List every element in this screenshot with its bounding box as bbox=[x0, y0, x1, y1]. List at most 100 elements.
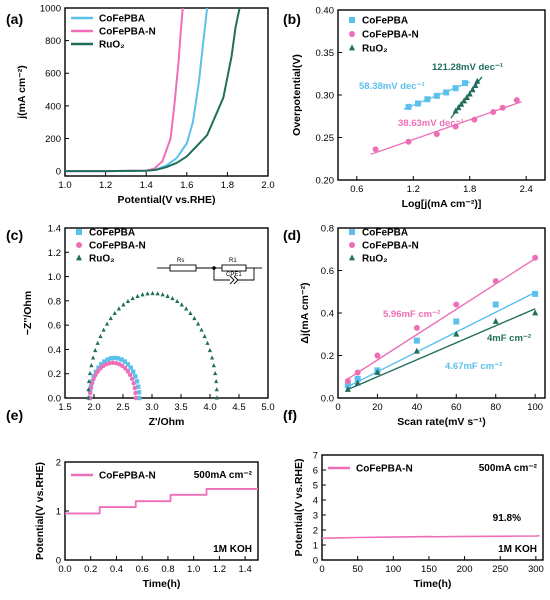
legend-marker bbox=[349, 17, 355, 23]
x-tick-label: 0.0 bbox=[58, 564, 71, 575]
data-point bbox=[131, 381, 136, 386]
data-point bbox=[135, 293, 140, 298]
data-point bbox=[136, 384, 141, 389]
y-tick-label: 0.20 bbox=[316, 176, 335, 187]
x-tick-label: 3.5 bbox=[174, 402, 187, 413]
x-tick-label: 1.8 bbox=[463, 184, 476, 195]
data-point bbox=[89, 363, 94, 368]
data-point bbox=[205, 340, 210, 345]
data-point bbox=[443, 89, 450, 96]
data-point bbox=[112, 310, 117, 316]
data-point bbox=[87, 390, 93, 396]
data-point bbox=[136, 390, 142, 395]
data-point bbox=[453, 301, 460, 308]
plot-frame bbox=[321, 454, 544, 561]
data-point bbox=[354, 375, 361, 382]
data-point bbox=[433, 92, 440, 99]
data-point bbox=[214, 387, 219, 392]
legend-entry: CoFePBA-N bbox=[99, 27, 156, 38]
x-tick-label: 1.6 bbox=[180, 180, 193, 191]
x-tick-label: 0 bbox=[335, 402, 340, 413]
y-tick-label: 0.40 bbox=[316, 6, 335, 17]
panel-f: 0 50 100 150 200 250 300 0 1 2 3 4 5 6 7 Time(h) Potenti… bbox=[293, 451, 544, 591]
data-point bbox=[121, 302, 126, 307]
data-point bbox=[344, 385, 351, 392]
circuit-label-rs: Rs bbox=[177, 258, 184, 264]
data-point bbox=[466, 90, 473, 97]
data-point bbox=[145, 291, 150, 296]
x-axis-title: Time(h) bbox=[414, 578, 452, 590]
data-point bbox=[463, 93, 470, 100]
data-point bbox=[155, 291, 160, 296]
x-tick-label: 1.0 bbox=[58, 180, 71, 191]
data-point bbox=[95, 340, 100, 345]
data-point bbox=[413, 324, 420, 331]
x-tick-label: 60 bbox=[451, 402, 462, 413]
y-tick-label: 0 bbox=[313, 556, 318, 567]
data-point bbox=[413, 337, 420, 344]
legend-entry: RuO₂ bbox=[362, 254, 388, 265]
y-tick-label: 400 bbox=[45, 101, 61, 112]
data-point bbox=[513, 97, 520, 104]
x-tick-label: 2.0 bbox=[87, 402, 100, 413]
data-point bbox=[490, 109, 497, 115]
x-tick-label: 2.5 bbox=[116, 402, 129, 413]
data-point bbox=[499, 104, 506, 111]
legend-marker bbox=[76, 254, 82, 261]
panel-letter-a: (a) bbox=[6, 11, 23, 27]
legend-marker bbox=[349, 242, 355, 248]
data-point bbox=[214, 395, 220, 400]
current-density-label: 500mA cm⁻² bbox=[194, 470, 253, 481]
x-tick-label: 1.0 bbox=[187, 564, 200, 575]
x-tick-label: 1.4 bbox=[239, 564, 252, 575]
x-tick-label: 300 bbox=[528, 564, 544, 575]
data-point bbox=[179, 302, 184, 307]
x-tick-label: 0 bbox=[319, 564, 324, 575]
data-point bbox=[101, 327, 106, 332]
y-tick-label: 0.6 bbox=[48, 321, 61, 332]
x-tick-label: 80 bbox=[490, 402, 501, 413]
data-point bbox=[133, 390, 138, 396]
data-point bbox=[137, 395, 142, 401]
data-point bbox=[119, 357, 124, 362]
data-point bbox=[344, 382, 351, 389]
y-tick-label: 4 bbox=[313, 496, 318, 507]
data-point bbox=[461, 97, 468, 104]
series-group bbox=[65, 8, 241, 173]
data-point bbox=[414, 100, 421, 107]
x-tick-label: 50 bbox=[352, 564, 363, 575]
y-tick-label: 0.0 bbox=[48, 394, 61, 405]
legend-entry: RuO₂ bbox=[89, 254, 115, 265]
fit-line bbox=[370, 101, 522, 155]
tafel-label-cofepba-n: 38.63mV dec⁻¹ bbox=[398, 118, 464, 129]
x-tick-label: 0.4 bbox=[110, 564, 123, 575]
current-density-label: 500mA cm⁻² bbox=[479, 463, 538, 474]
data-point bbox=[452, 107, 459, 114]
x-tick-label: 3.0 bbox=[145, 402, 158, 413]
x-tick-label: 20 bbox=[372, 402, 383, 413]
y-tick-label: 1.2 bbox=[48, 248, 61, 259]
y-axis-title: Overpotential(V) bbox=[291, 54, 303, 136]
x-axis-title: Z'/Ohm bbox=[149, 416, 185, 428]
data-point bbox=[354, 369, 361, 376]
x-tick-label: 4.5 bbox=[232, 402, 245, 413]
legend-entry: CoFePBA bbox=[99, 14, 145, 25]
data-point bbox=[196, 321, 201, 326]
legend-entry: CoFePBA-N bbox=[89, 241, 146, 252]
data-point bbox=[131, 369, 136, 374]
legend-marker bbox=[349, 254, 355, 261]
fit-line bbox=[347, 308, 536, 391]
y-tick-label: 1 bbox=[313, 541, 318, 552]
data-point bbox=[492, 301, 499, 308]
y-tick-label: 0.2 bbox=[321, 351, 334, 362]
y-tick-label: 800 bbox=[45, 36, 61, 47]
y-tick-label: 0.4 bbox=[321, 309, 334, 320]
data-point bbox=[93, 372, 98, 378]
data-point bbox=[202, 333, 207, 339]
electrolyte-label: 1M KOH bbox=[498, 544, 537, 555]
legend-entry: CoFePBA-N bbox=[356, 464, 413, 475]
data-point bbox=[133, 374, 138, 379]
tafel-label-ruo2: 121.28mV dec⁻¹ bbox=[432, 62, 503, 73]
resistor-rs bbox=[169, 264, 197, 272]
